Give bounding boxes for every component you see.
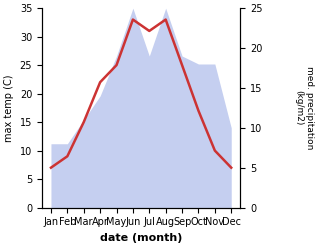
Y-axis label: max temp (C): max temp (C) [4, 74, 14, 142]
Y-axis label: med. precipitation
(kg/m2): med. precipitation (kg/m2) [294, 66, 314, 149]
X-axis label: date (month): date (month) [100, 233, 182, 243]
